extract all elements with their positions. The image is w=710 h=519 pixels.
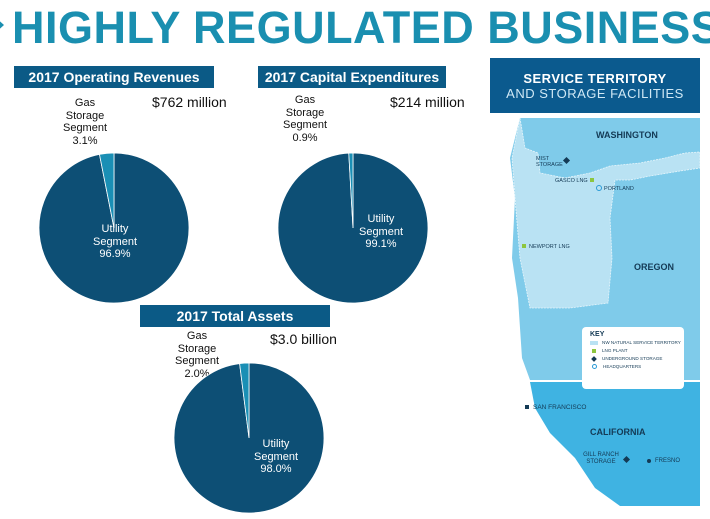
newport-lng-label: NEWPORT LNG — [529, 244, 570, 250]
map-header-subtitle: AND STORAGE FACILITIES — [506, 86, 684, 101]
pie2-gas-label: Gas Storage Segment 0.9% — [282, 94, 328, 144]
lng-plant-icon — [590, 178, 594, 182]
gas-storage-slice — [348, 152, 354, 229]
headquarters-icon — [596, 185, 602, 191]
key-item: UNDERGROUND STORAGE — [590, 355, 684, 362]
portland-label: PORTLAND — [604, 186, 634, 192]
pie1 — [38, 152, 190, 304]
city-dot-icon — [647, 459, 651, 463]
pie1-total: $762 million — [152, 94, 227, 110]
pie1-utility-label: Utility Segment 96.9% — [92, 223, 138, 260]
gasco-lng-label: GASCO LNG — [555, 178, 588, 184]
state-oregon: OREGON — [634, 262, 675, 272]
pie3-total: $3.0 billion — [270, 331, 337, 347]
page-title: HIGHLY REGULATED BUSINESS — [12, 2, 710, 53]
pie2-utility-label: Utility Segment 99.1% — [358, 213, 404, 250]
pie3-utility-label: Utility Segment 98.0% — [253, 438, 299, 475]
mist-storage-label: MIST STORAGE — [536, 156, 563, 168]
map-header: SERVICE TERRITORY AND STORAGE FACILITIES — [490, 58, 700, 113]
key-title: KEY — [590, 331, 605, 338]
headquarters-icon — [592, 364, 597, 369]
lng-plant-icon — [592, 348, 596, 353]
map-key: KEY NW NATURAL SERVICE TERRITORY LNG PLA… — [582, 327, 684, 389]
fresno-label: FRESNO — [655, 458, 681, 464]
key-item: NW NATURAL SERVICE TERRITORY — [590, 340, 684, 345]
key-item: HEADQUARTERS — [590, 364, 684, 369]
pie1-title: 2017 Operating Revenues — [14, 66, 214, 88]
gas-storage-slice — [239, 362, 250, 439]
title-arrow-icon — [0, 16, 4, 34]
san-francisco-label: SAN FRANCISCO — [533, 404, 587, 411]
gas-storage-slice — [99, 152, 115, 229]
pie2-title: 2017 Capital Expenditures — [258, 66, 446, 88]
state-california: CALIFORNIA — [590, 427, 646, 437]
lng-plant-icon — [522, 244, 526, 248]
city-dot-icon — [525, 405, 529, 409]
pie2 — [277, 152, 429, 304]
map-header-title: SERVICE TERRITORY — [523, 71, 667, 86]
pie3-gas-label: Gas Storage Segment 2.0% — [174, 330, 220, 380]
pie3-title: 2017 Total Assets — [140, 305, 330, 327]
territory-swatch-icon — [590, 340, 598, 345]
pie3 — [173, 362, 325, 514]
service-territory-map — [490, 58, 700, 510]
diamond-icon — [591, 355, 597, 362]
key-item: LNG PLANT — [590, 348, 684, 353]
pie2-total: $214 million — [390, 94, 465, 110]
pie1-gas-label: Gas Storage Segment 3.1% — [62, 97, 108, 147]
state-washington: WASHINGTON — [596, 130, 658, 140]
gill-ranch-label: GILL RANCH STORAGE — [583, 452, 619, 465]
